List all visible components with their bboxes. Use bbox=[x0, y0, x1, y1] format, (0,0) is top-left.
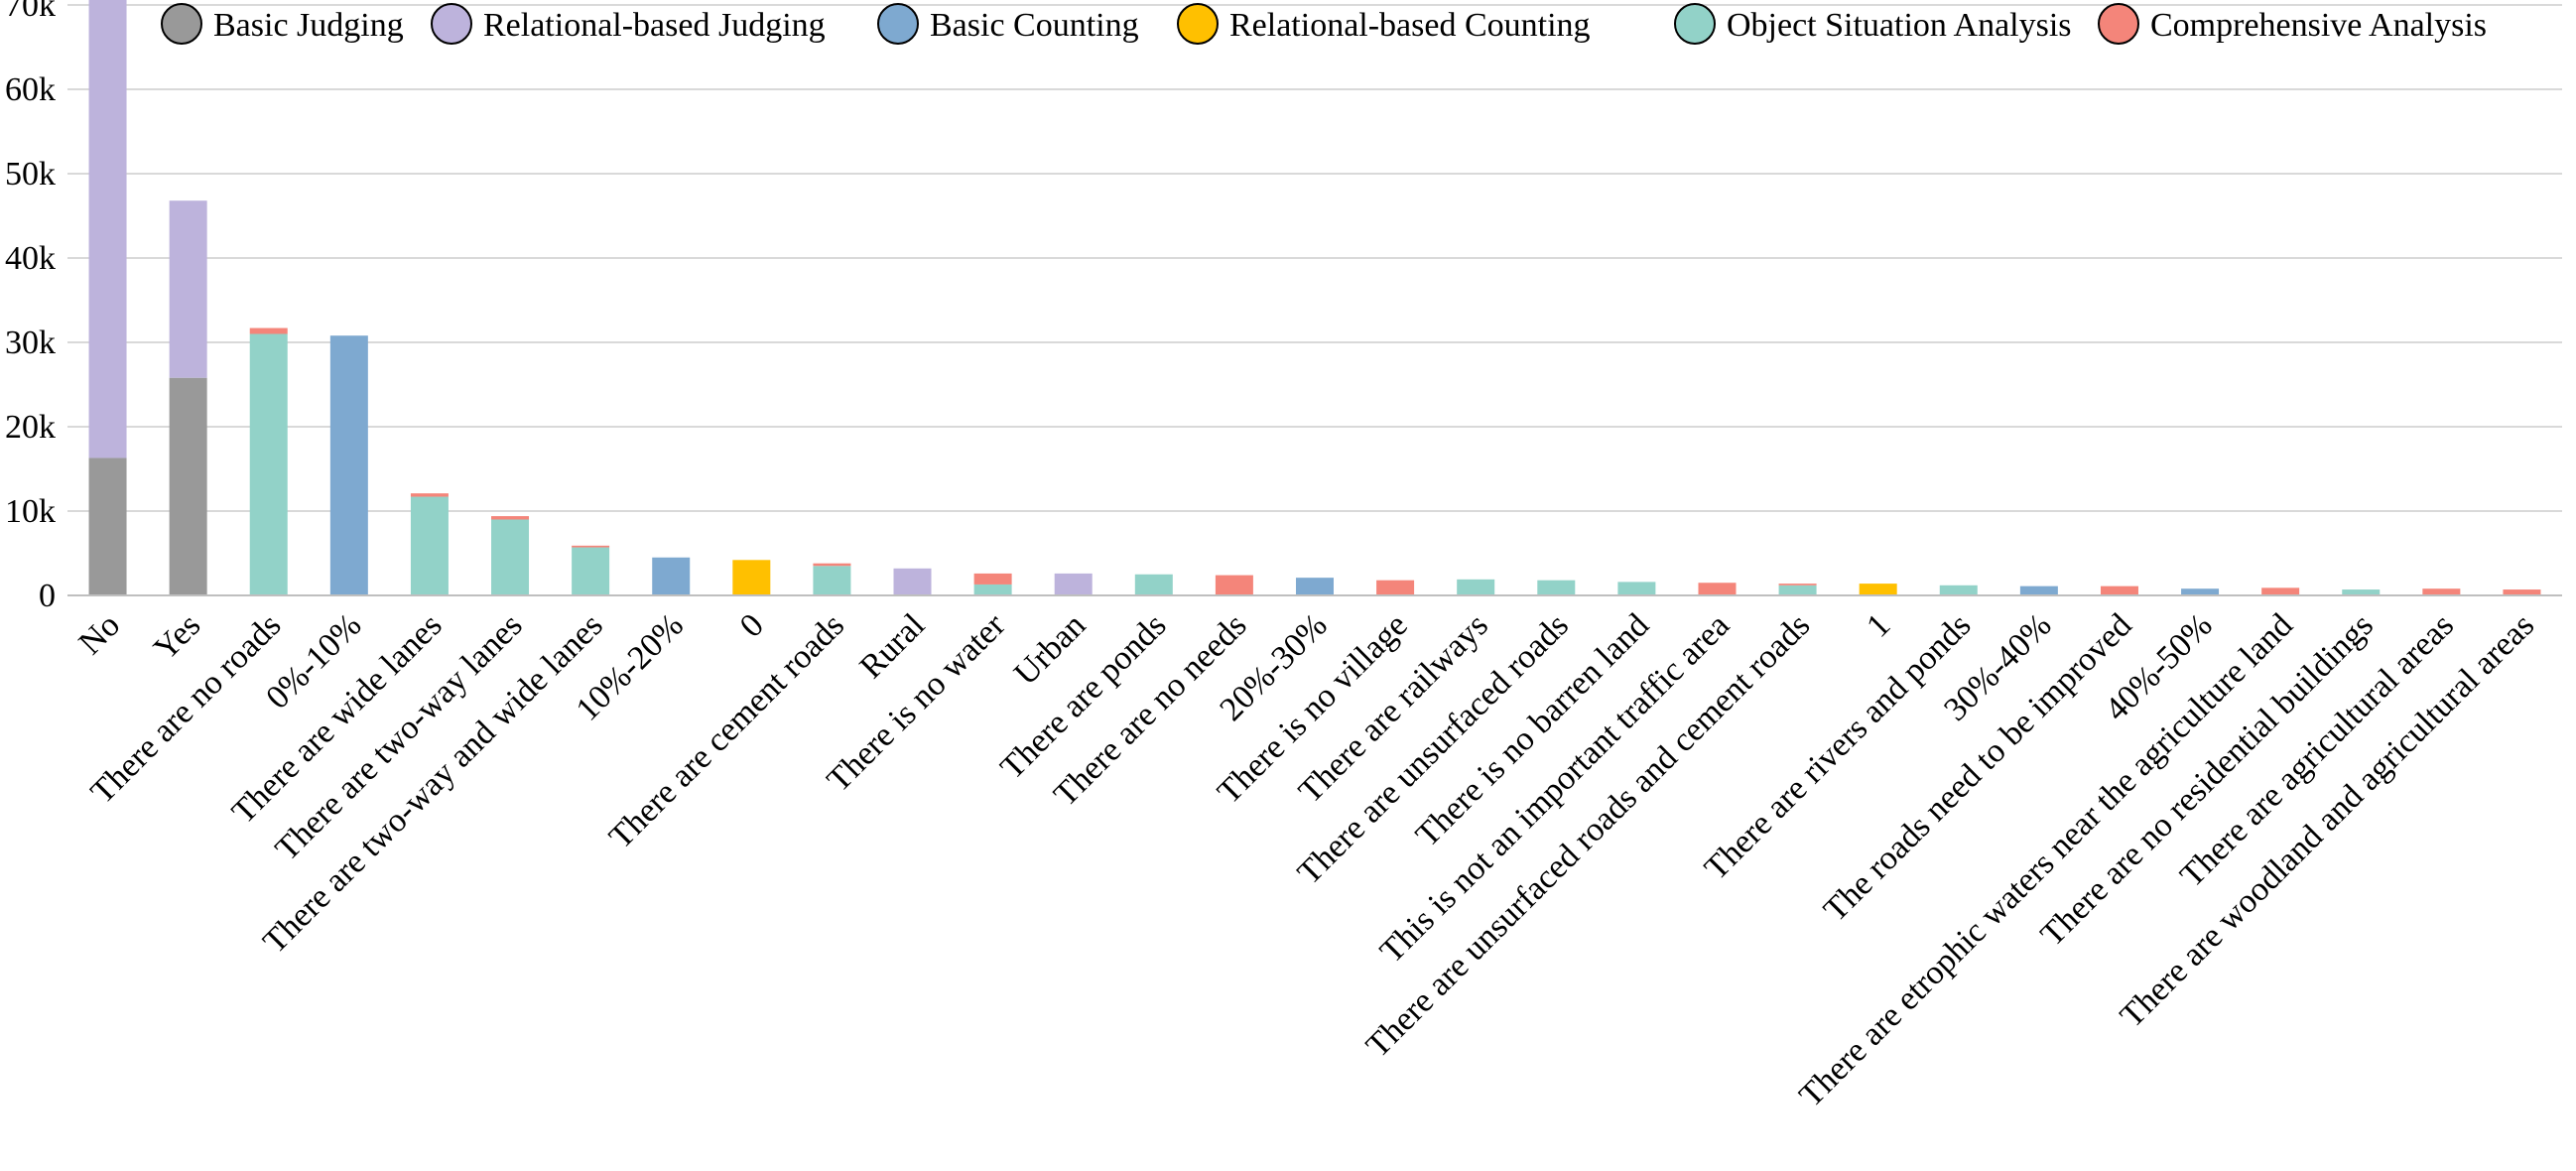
legend-marker bbox=[1674, 3, 1716, 45]
bar-segment bbox=[652, 557, 691, 595]
x-tick-label: 0 bbox=[733, 606, 771, 644]
legend-label: Basic Judging bbox=[213, 7, 404, 44]
bar-segment bbox=[2019, 586, 2058, 595]
legend-label: Comprehensive Analysis bbox=[2150, 7, 2487, 44]
legend-marker bbox=[1177, 3, 1219, 45]
x-tick-label: Yes bbox=[147, 606, 207, 667]
bar-segment bbox=[813, 566, 851, 595]
bar-segment bbox=[1778, 584, 1817, 586]
legend-label: Relational-based Counting bbox=[1229, 7, 1591, 44]
bar-segment bbox=[410, 493, 449, 497]
legend-label: Basic Counting bbox=[930, 7, 1139, 44]
bar-segment bbox=[1698, 583, 1737, 595]
y-tick-label: 0 bbox=[39, 578, 56, 614]
y-axis-ticks: 0 10k 20k 30k 40k 50k 60k 70k bbox=[5, 0, 56, 614]
bar-segment bbox=[1134, 574, 1173, 595]
bar-segment bbox=[1215, 575, 1253, 595]
x-tick-label: There are rivers and ponds bbox=[1698, 606, 1979, 887]
bar-segment bbox=[2503, 589, 2541, 595]
legend-label: Object Situation Analysis bbox=[1727, 7, 2072, 44]
y-tick-label: 10k bbox=[5, 493, 56, 530]
bar-segment bbox=[249, 327, 288, 334]
y-tick-label: 40k bbox=[5, 240, 56, 277]
bars bbox=[88, 0, 2541, 595]
bar-segment bbox=[1054, 573, 1093, 595]
y-tick-label: 70k bbox=[5, 0, 56, 24]
bar-segment bbox=[813, 563, 851, 567]
bar-segment bbox=[491, 516, 530, 520]
legend-marker bbox=[2098, 3, 2139, 45]
y-tick-label: 30k bbox=[5, 325, 56, 361]
bar-segment bbox=[329, 335, 368, 595]
bar-segment bbox=[732, 560, 771, 595]
bar-segment bbox=[2261, 587, 2300, 595]
bar-segment bbox=[572, 545, 610, 548]
x-tick-label: 1 bbox=[1860, 606, 1897, 644]
bar-segment bbox=[249, 333, 288, 595]
legend-marker bbox=[431, 3, 472, 45]
legend-marker bbox=[161, 3, 202, 45]
bar-segment bbox=[1939, 585, 1978, 595]
bar-segment bbox=[2181, 588, 2220, 595]
y-tick-label: 20k bbox=[5, 409, 56, 446]
bar-segment bbox=[973, 573, 1012, 585]
bar-segment bbox=[1617, 582, 1656, 595]
bar-segment bbox=[1859, 584, 1897, 595]
bar-segment bbox=[572, 547, 610, 595]
bar-segment bbox=[1376, 580, 1415, 595]
bar-segment bbox=[491, 519, 530, 595]
bar-segment bbox=[1778, 585, 1817, 595]
bar-segment bbox=[2422, 588, 2461, 595]
y-tick-label: 50k bbox=[5, 156, 56, 193]
bar-segment bbox=[973, 584, 1012, 595]
bar-segment bbox=[1457, 579, 1495, 595]
gridlines bbox=[67, 4, 2562, 512]
bar-segment bbox=[88, 0, 127, 458]
bar-segment bbox=[893, 568, 932, 595]
bar-segment bbox=[88, 457, 127, 595]
bar-segment bbox=[2342, 589, 2381, 595]
legend-marker bbox=[877, 3, 919, 45]
bar-segment bbox=[410, 496, 449, 595]
bar-segment bbox=[1296, 578, 1334, 595]
legend: Basic Judging Relational-based Judging Bas… bbox=[161, 3, 2487, 45]
bar-segment bbox=[2100, 586, 2138, 595]
x-tick-label: No bbox=[72, 606, 128, 662]
bar-segment bbox=[169, 200, 207, 378]
bar-segment bbox=[169, 377, 207, 595]
legend-label: Relational-based Judging bbox=[483, 7, 826, 44]
y-tick-label: 60k bbox=[5, 71, 56, 108]
bar-segment bbox=[1537, 580, 1576, 595]
